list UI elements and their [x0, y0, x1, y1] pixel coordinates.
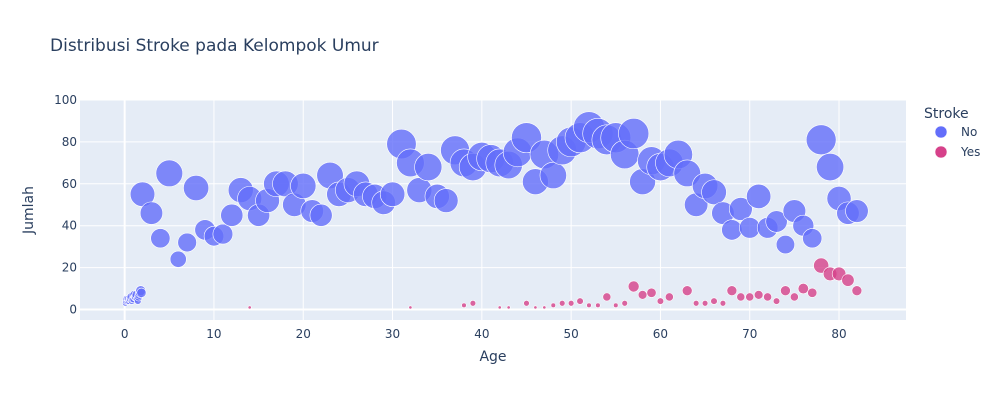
x-tick-label: 60	[653, 327, 668, 341]
point-no	[155, 159, 184, 188]
y-tick-label: 40	[62, 219, 77, 233]
point-yes	[559, 300, 566, 307]
point-yes	[664, 292, 674, 302]
point-yes	[719, 300, 727, 307]
point-no	[177, 232, 197, 253]
point-yes	[745, 292, 755, 302]
y-tick-label: 60	[62, 177, 77, 191]
y-tick-label: 0	[69, 303, 77, 317]
legend-label-yes[interactable]: Yes	[960, 145, 980, 159]
point-yes	[506, 305, 511, 310]
x-tick-label: 20	[296, 327, 311, 341]
point-no	[816, 153, 845, 182]
point-yes	[523, 300, 530, 307]
point-yes	[613, 302, 619, 308]
point-no	[701, 179, 727, 205]
point-no	[309, 203, 333, 227]
point-yes	[736, 292, 746, 302]
chart-title: Distribusi Stroke pada Kelompok Umur	[50, 36, 379, 56]
point-yes	[576, 297, 584, 305]
plot-area	[80, 100, 906, 320]
point-no	[433, 188, 459, 213]
point-no	[139, 201, 164, 225]
point-yes	[797, 283, 809, 295]
point-no	[136, 287, 147, 298]
y-tick-label: 20	[62, 261, 77, 275]
grid-lines	[80, 99, 906, 320]
y-tick-label: 80	[62, 135, 77, 149]
point-yes	[780, 285, 791, 296]
point-yes	[408, 305, 413, 310]
point-no	[169, 250, 187, 268]
point-yes	[841, 273, 855, 287]
point-yes	[790, 292, 799, 302]
point-no	[220, 203, 244, 227]
point-no	[721, 219, 743, 241]
point-yes	[550, 302, 556, 308]
point-yes	[602, 292, 612, 302]
point-yes	[621, 300, 628, 307]
point-yes	[646, 287, 657, 298]
x-tick-labels: 0 10 20 30 40 50 60 70 80	[121, 327, 847, 341]
point-yes	[763, 292, 772, 302]
x-axis-label: Age	[479, 349, 506, 365]
point-yes	[461, 302, 467, 308]
point-yes	[533, 305, 538, 310]
point-yes	[701, 300, 709, 307]
point-no	[802, 228, 823, 249]
x-tick-label: 0	[121, 327, 129, 341]
point-no	[150, 228, 171, 249]
legend-title: Stroke	[924, 106, 969, 122]
point-no	[728, 197, 753, 221]
point-yes	[656, 297, 665, 305]
point-no	[746, 183, 772, 209]
x-tick-label: 40	[474, 327, 489, 341]
x-tick-label: 80	[831, 327, 846, 341]
point-no	[845, 199, 869, 223]
point-no	[183, 175, 210, 201]
point-no	[765, 210, 788, 233]
y-tick-label: 100	[54, 93, 77, 107]
point-yes	[542, 305, 547, 310]
point-yes	[851, 285, 863, 296]
point-no	[539, 161, 567, 190]
x-tick-label: 10	[206, 327, 221, 341]
point-yes	[627, 280, 640, 293]
point-no	[379, 181, 406, 207]
point-yes	[247, 305, 252, 310]
point-no	[775, 235, 796, 255]
point-yes	[772, 297, 781, 305]
point-no	[414, 153, 443, 182]
legend-marker-yes[interactable]	[934, 145, 948, 159]
point-yes	[586, 302, 592, 308]
x-tick-label: 70	[742, 327, 757, 341]
y-axis-label: Jumlah	[21, 186, 37, 235]
point-no	[290, 172, 317, 199]
point-yes	[807, 287, 818, 298]
point-no	[805, 124, 837, 156]
point-yes	[567, 300, 575, 307]
point-yes	[710, 297, 718, 305]
y-tick-labels: 0 20 40 60 80 100	[54, 93, 77, 317]
point-yes	[637, 290, 648, 300]
point-yes	[726, 285, 738, 296]
point-yes	[753, 290, 764, 300]
legend-marker-no[interactable]	[934, 125, 948, 139]
legend[interactable]: Stroke No Yes	[924, 106, 980, 159]
point-yes	[497, 305, 502, 310]
point-yes	[595, 302, 601, 308]
legend-label-no[interactable]: No	[961, 125, 977, 139]
point-yes	[681, 285, 693, 296]
point-no	[618, 117, 650, 150]
point-no	[212, 223, 234, 245]
x-tick-label: 50	[563, 327, 578, 341]
data-points	[122, 111, 869, 310]
point-yes	[469, 300, 477, 307]
point-yes	[692, 300, 700, 307]
x-tick-label: 30	[385, 327, 400, 341]
